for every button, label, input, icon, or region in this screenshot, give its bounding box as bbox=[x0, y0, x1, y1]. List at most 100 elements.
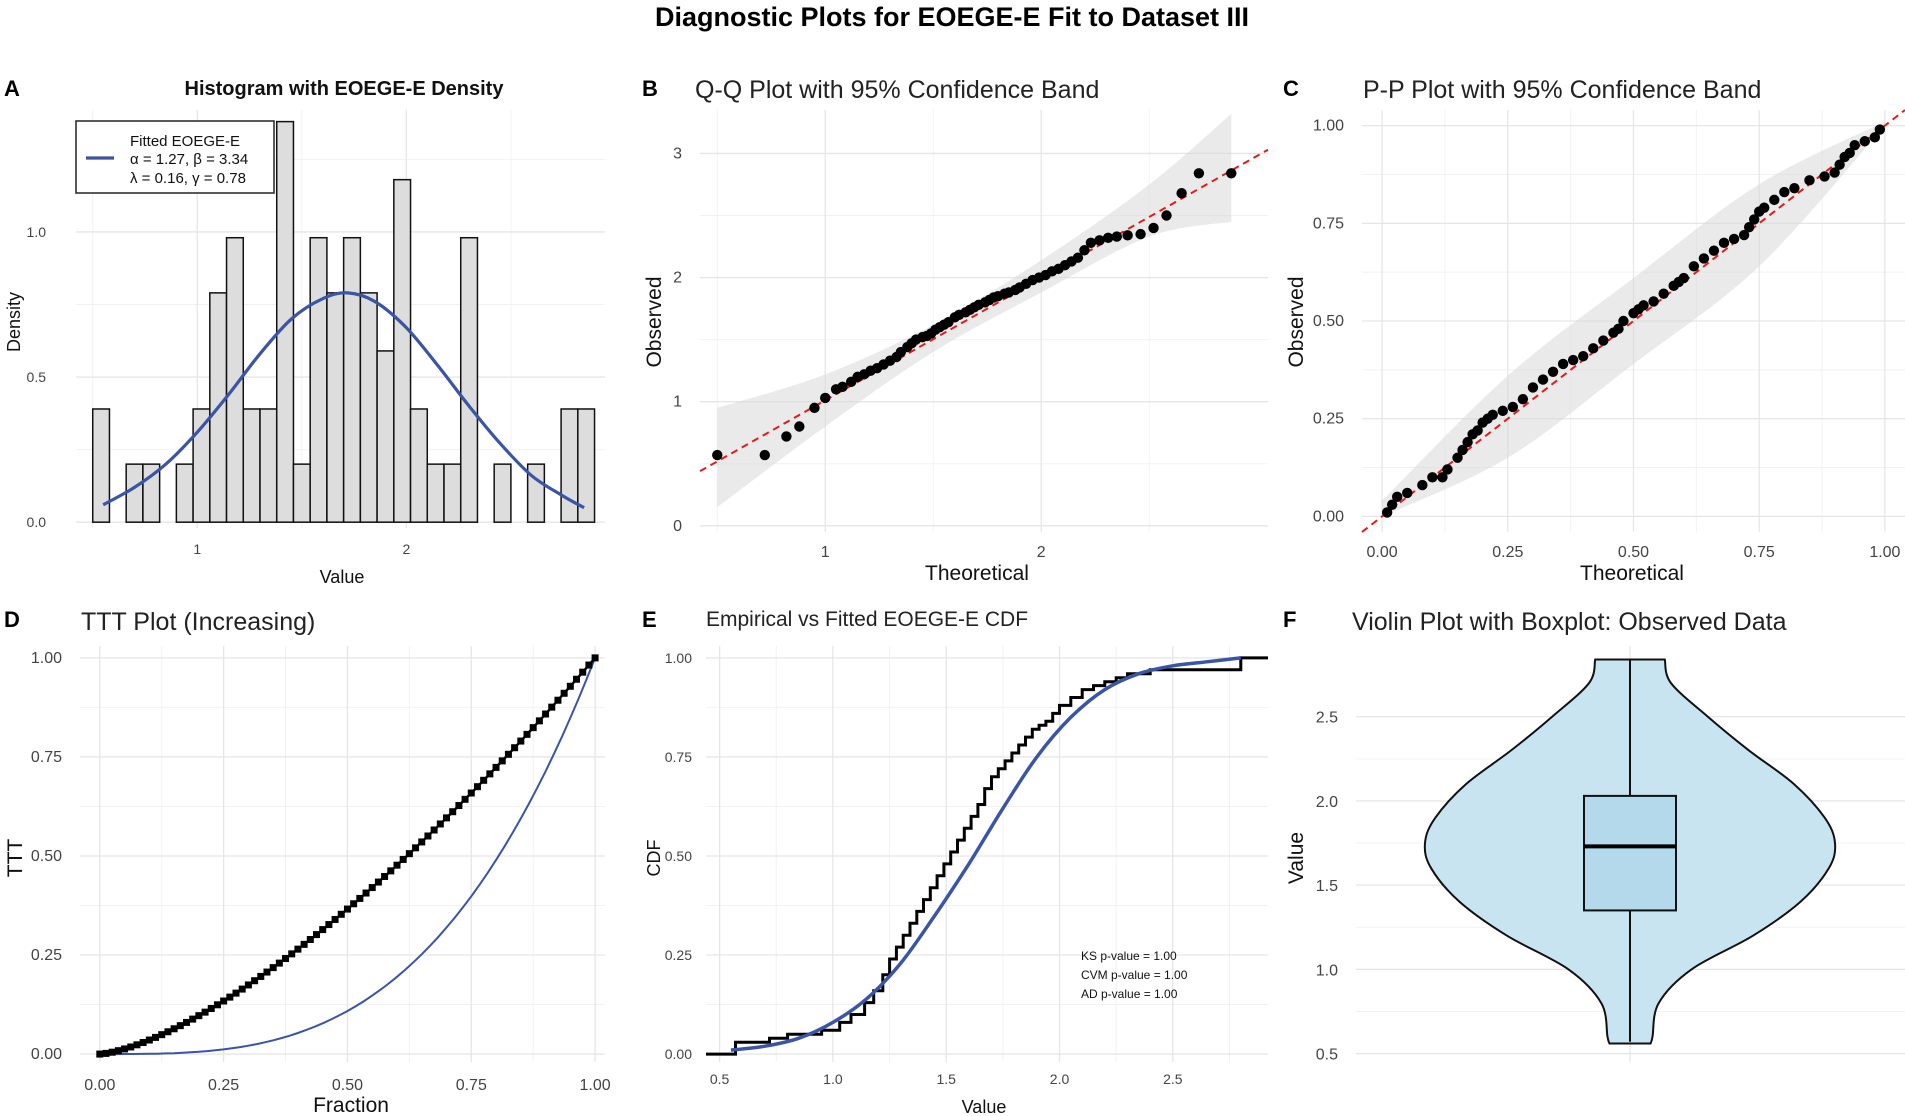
ttt-point bbox=[517, 737, 525, 745]
panel-f: F Violin Plot with Boxplot: Observed Dat… bbox=[1283, 607, 1905, 1064]
panel-b: B Q-Q Plot with 95% Confidence Band 1 201… bbox=[642, 76, 1269, 585]
ttt-point bbox=[325, 921, 333, 929]
qq-point bbox=[809, 402, 820, 414]
panel-d-points bbox=[96, 654, 599, 1058]
x-tick-label: 1.0 bbox=[823, 1071, 843, 1087]
qq-point bbox=[1226, 168, 1237, 179]
ttt-point bbox=[473, 783, 481, 791]
pp-point bbox=[1849, 139, 1860, 151]
y-tick-label: 0.5 bbox=[27, 369, 47, 385]
ttt-point bbox=[207, 1005, 215, 1013]
panel-b-xlabel: Theoretical bbox=[925, 562, 1029, 585]
ttt-point bbox=[158, 1031, 166, 1039]
pp-point bbox=[1648, 296, 1659, 307]
pp-point bbox=[1537, 374, 1549, 385]
figure-title: Diagnostic Plots for EOEGE-E Fit to Data… bbox=[655, 2, 1249, 32]
ttt-point bbox=[319, 926, 327, 934]
ttt-point bbox=[176, 1022, 184, 1030]
ttt-point bbox=[139, 1038, 147, 1046]
ttt-point bbox=[114, 1047, 122, 1055]
panel-d-ticks: 0.00 0.25 0.50 0.75 1.00 0.00 0.25 0.50 0.75 1.00 bbox=[31, 650, 611, 1094]
histogram-bar bbox=[577, 408, 596, 523]
panel-d-grid bbox=[80, 646, 605, 1062]
ttt-point bbox=[548, 703, 556, 711]
pp-point bbox=[1462, 436, 1473, 448]
panel-a-density-curve bbox=[102, 291, 585, 510]
pp-point bbox=[1391, 491, 1403, 503]
panel-a-legend-line2: λ = 0.16, γ = 0.78 bbox=[130, 170, 246, 187]
ttt-point bbox=[449, 808, 457, 816]
ttt-point bbox=[362, 889, 370, 897]
panel-b-grid bbox=[700, 110, 1268, 532]
panel-c-reference-line bbox=[1361, 109, 1905, 533]
ttt-point bbox=[331, 915, 339, 923]
x-tick-label: 0.25 bbox=[208, 1077, 239, 1094]
qq-point bbox=[759, 449, 770, 461]
histogram-bar bbox=[526, 463, 546, 523]
panel-f-ylabel: Value bbox=[1285, 832, 1308, 884]
ttt-point bbox=[399, 855, 407, 863]
ttt-point bbox=[405, 850, 413, 858]
pp-point bbox=[1769, 194, 1780, 206]
panel-a-bars bbox=[91, 120, 596, 523]
qq-point bbox=[820, 392, 831, 404]
ttt-point bbox=[430, 826, 438, 834]
ttt-point bbox=[343, 905, 351, 913]
ttt-point bbox=[121, 1045, 129, 1053]
ttt-point bbox=[300, 940, 308, 948]
y-tick-label: 0.50 bbox=[31, 848, 62, 865]
y-tick-label: 0.0 bbox=[27, 514, 47, 530]
histogram-bar bbox=[225, 236, 245, 523]
ttt-point bbox=[381, 872, 389, 880]
pp-point bbox=[1834, 159, 1845, 170]
y-tick-label: 1.00 bbox=[31, 650, 62, 667]
ttt-point bbox=[201, 1008, 209, 1016]
pp-point bbox=[1402, 487, 1413, 499]
ttt-point bbox=[579, 668, 587, 676]
qq-point bbox=[837, 381, 848, 392]
histogram-bar bbox=[175, 463, 194, 523]
pp-point bbox=[1789, 182, 1800, 194]
pp-point bbox=[1698, 253, 1710, 264]
panel-d: D TTT Plot (Increasing) 0.00 0.25 0.50 0.75… bbox=[4, 607, 611, 1116]
ttt-point bbox=[96, 1050, 104, 1058]
y-tick-label: 0.25 bbox=[665, 947, 692, 963]
ttt-point bbox=[542, 710, 550, 718]
ttt-point bbox=[244, 981, 252, 989]
panel-a-ticks: 1 2 0.0 0.5 1.0 bbox=[27, 224, 411, 557]
ttt-point bbox=[443, 814, 451, 822]
qq-point bbox=[1176, 187, 1187, 199]
x-tick-label: 0.75 bbox=[456, 1077, 487, 1094]
panel-f-tag: F bbox=[1283, 607, 1296, 632]
pp-point bbox=[1759, 202, 1770, 213]
pp-point bbox=[1613, 323, 1624, 335]
ttt-point bbox=[226, 993, 234, 1001]
histogram-bar bbox=[242, 408, 261, 523]
ttt-point bbox=[282, 955, 290, 963]
pp-point bbox=[1381, 507, 1393, 518]
ttt-point bbox=[480, 776, 488, 784]
histogram-bar bbox=[275, 120, 295, 523]
histogram-bar bbox=[292, 463, 311, 523]
panel-e-ticks: 0.5 1.0 1.5 2.0 2.5 0.00 0.25 0.50 0.75 1.00 bbox=[665, 650, 1183, 1087]
ttt-point bbox=[312, 931, 320, 939]
pp-point bbox=[1427, 472, 1438, 483]
pp-point bbox=[1442, 464, 1453, 475]
pp-point bbox=[1718, 237, 1730, 249]
panel-b-reference-line bbox=[699, 148, 1269, 473]
pp-point bbox=[1588, 343, 1599, 354]
histogram-bar bbox=[259, 408, 278, 523]
histogram-bar bbox=[376, 350, 395, 523]
y-tick-label: 3 bbox=[673, 145, 682, 162]
pp-point bbox=[1748, 214, 1760, 225]
pp-point bbox=[1598, 335, 1609, 346]
pp-point bbox=[1658, 288, 1669, 299]
cvm-annotation: CVM p-value = 1.00 bbox=[1081, 968, 1188, 982]
ttt-point bbox=[418, 838, 426, 846]
ttt-point bbox=[189, 1015, 197, 1023]
pp-point bbox=[1487, 409, 1498, 420]
pp-point bbox=[1688, 261, 1700, 272]
panel-a-legend-line1: α = 1.27, β = 3.34 bbox=[130, 151, 248, 168]
histogram-bar bbox=[426, 463, 445, 523]
panel-e-title: Empirical vs Fitted EOEGE-E CDF bbox=[706, 608, 1028, 631]
